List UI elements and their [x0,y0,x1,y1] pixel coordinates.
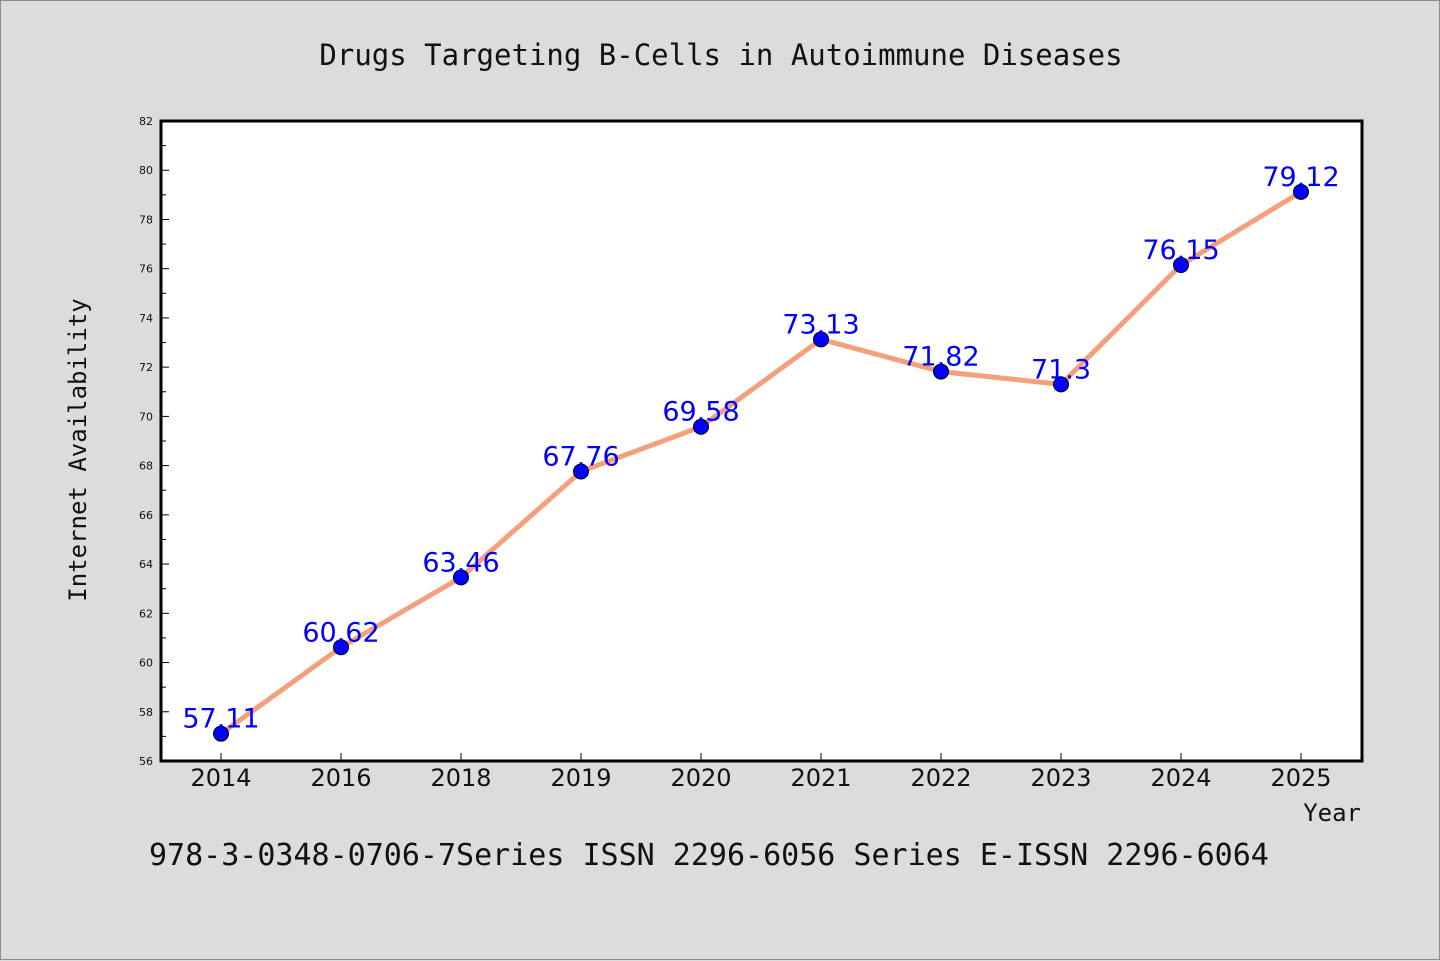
data-label: 71.3 [1031,354,1091,385]
data-label: 57.11 [182,704,259,735]
data-label: 73.13 [782,309,859,340]
series-line [219,189,1303,736]
x-tick-label: 2018 [430,764,491,792]
data-label: 63.46 [422,547,499,578]
y-tick-label: 74 [139,312,153,325]
footer-isbn: 978-3-0348-0706-7Series ISSN 2296-6056 S… [149,838,1269,873]
data-labels: 57.11 60.62 63.46 67.76 69.58 73.13 71.82 71.3 7… [182,162,1339,735]
data-point [693,418,709,435]
y-tick-label: 68 [139,460,153,473]
x-axis: 2014 2016 2018 2019 2020 2021 2022 2023 2024 2025 [190,753,1332,792]
y-tick-label: 58 [139,706,153,719]
y-tick-label: 80 [139,164,153,177]
data-point [1053,376,1069,393]
y-axis: 56 58 60 62 64 66 68 70 72 74 76 78 80 82 [139,115,169,768]
y-tick-label: 62 [139,607,153,620]
x-tick-label: 2020 [670,764,731,792]
x-tick-label: 2025 [1270,764,1331,792]
data-point [1293,183,1309,200]
y-tick-label: 56 [139,755,153,768]
data-label: 71.82 [902,342,979,373]
x-tick-label: 2022 [910,764,971,792]
chart-title: Drugs Targeting B-Cells in Autoimmune Di… [319,38,1122,72]
x-tick-label: 2024 [1150,764,1211,792]
plot-area [159,119,1364,763]
data-point [333,639,349,656]
x-axis-label: Year [1303,799,1361,827]
x-tick-label: 2016 [310,764,371,792]
data-point [1173,257,1189,273]
y-tick-label: 72 [139,361,153,374]
y-tick-label: 70 [139,410,153,423]
x-tick-label: 2023 [1030,764,1091,792]
data-point [933,363,949,380]
y-tick-label: 82 [139,115,153,128]
y-tick-label: 78 [139,213,153,226]
y-tick-label: 76 [139,263,153,276]
data-label: 79.12 [1262,162,1339,193]
y-axis-label: Internet Availability [64,298,92,601]
x-tick-label: 2014 [190,764,251,792]
data-label: 60.62 [302,617,379,648]
data-point [813,331,829,348]
data-label: 76.15 [1142,235,1219,266]
x-tick-label: 2021 [790,764,851,792]
y-tick-label: 66 [139,509,153,522]
x-tick-label: 2019 [550,764,611,792]
y-tick-label: 60 [139,657,153,670]
data-point [573,463,589,480]
data-point [453,569,469,586]
series-group [213,183,1309,742]
data-label: 69.58 [662,397,739,428]
data-point [213,725,229,742]
data-label: 67.76 [542,442,619,473]
y-tick-label: 64 [139,558,153,571]
